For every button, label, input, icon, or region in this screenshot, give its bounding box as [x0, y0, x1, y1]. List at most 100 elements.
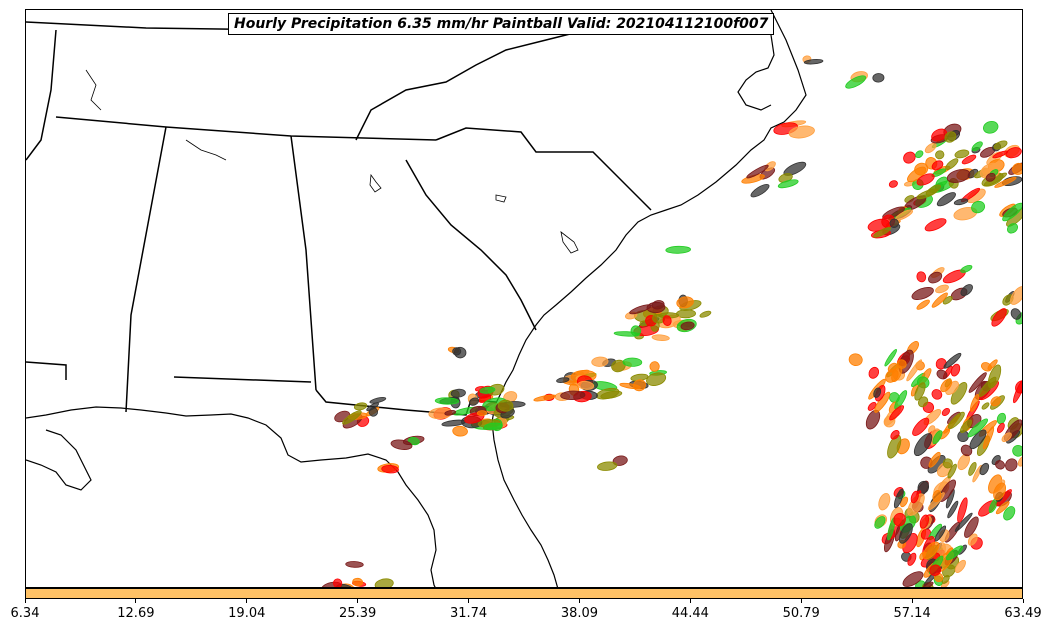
precip-blob: [884, 348, 897, 367]
al-ms-border: [125, 126, 167, 413]
precip-blob: [353, 402, 368, 411]
precip-blob: [945, 158, 959, 170]
precip-blob: [964, 516, 979, 538]
precip-blob: [1010, 286, 1022, 305]
precip-blob: [932, 490, 942, 503]
colorbar-tick: [800, 599, 802, 603]
precip-blob: [922, 581, 934, 587]
precip-blob: [993, 482, 1007, 501]
precip-blob: [381, 464, 399, 474]
colorbar-tick-label: 63.49: [1004, 606, 1042, 621]
precip-blob: [942, 295, 953, 305]
precip-blob: [960, 284, 973, 297]
precip-blob: [597, 461, 618, 471]
precip-blob: [916, 173, 935, 186]
colorbar-tick: [24, 599, 26, 603]
precip-blob: [931, 292, 948, 308]
precip-blob: [928, 451, 941, 468]
coastlines: [26, 10, 807, 587]
precip-blob: [345, 561, 364, 568]
precip-blob: [342, 410, 362, 425]
precip-blob: [1005, 458, 1018, 472]
precip-blob: [935, 284, 949, 294]
precip-blob: [947, 500, 959, 519]
colorbar-tick: [468, 599, 470, 603]
lake-d: [185, 139, 227, 161]
precip-blob: [983, 120, 999, 134]
precip-blob: [907, 552, 917, 566]
precip-blob: [651, 334, 670, 341]
precip-blob: [947, 411, 965, 430]
precip-blob: [947, 463, 957, 479]
precip-blob: [994, 176, 1017, 188]
precip-blob: [888, 180, 898, 188]
precip-blob: [914, 382, 926, 401]
precip-blob: [622, 357, 643, 367]
precip-blob: [444, 410, 457, 416]
precip-blob: [890, 430, 900, 440]
precip-blob: [591, 356, 609, 367]
precip-blob: [450, 388, 466, 398]
precip-blob: [946, 169, 971, 183]
va-border: [355, 29, 587, 141]
precip-blob: [967, 418, 989, 438]
colorbar-tick: [911, 599, 913, 603]
precip-blob: [533, 394, 556, 402]
colorbar-tick-label: 57.14: [893, 606, 931, 621]
precip-blob: [932, 430, 943, 445]
precip-blob: [649, 361, 660, 372]
precip-blob: [873, 226, 892, 238]
chesapeake-coast: [737, 19, 775, 111]
lake-a: [369, 173, 382, 193]
precip-blob: [979, 462, 990, 476]
colorbar-tick: [1022, 599, 1024, 603]
precip-blob: [476, 410, 488, 417]
precip-blob: [1001, 432, 1012, 443]
precip-blob: [953, 198, 969, 206]
precip-blob: [993, 140, 1008, 150]
precip-blob: [945, 545, 964, 561]
precip-blob: [352, 577, 364, 587]
precip-blob: [646, 372, 667, 386]
colorbar-tick: [689, 599, 691, 603]
colorbar-tick-label: 6.34: [10, 606, 40, 621]
precip-blob: [893, 488, 904, 509]
colorbar-tick-label: 25.39: [339, 606, 377, 621]
precip-blob: [911, 287, 934, 300]
precip-blob: [619, 382, 641, 390]
precip-blob: [942, 458, 953, 469]
precip-blob: [699, 310, 712, 318]
precip-blob: [746, 164, 769, 179]
precip-blob: [893, 512, 906, 527]
precip-blob: [434, 397, 460, 405]
precip-blob: [931, 128, 948, 142]
precip-blob: [1005, 147, 1022, 159]
precip-blob: [960, 264, 973, 273]
precip-blob: [912, 417, 930, 436]
precip-blob: [922, 541, 940, 560]
ky-tn-border: [26, 29, 57, 161]
colorbar-tick-label: 31.74: [449, 606, 488, 621]
precip-blob: [913, 433, 933, 457]
precip-blob: [968, 461, 977, 476]
precip-blob: [848, 353, 863, 367]
precip-blob: [662, 315, 672, 326]
precip-blob: [560, 390, 586, 401]
precip-blob: [368, 407, 379, 417]
precip-blob: [1002, 202, 1022, 222]
precip-blob: [497, 399, 514, 412]
colorbar-tick-label: 12.69: [117, 606, 155, 621]
precip-blob: [1017, 455, 1022, 467]
precip-blob: [374, 578, 394, 587]
ga-sc-border: [405, 159, 537, 331]
colorbar-tick: [357, 599, 359, 603]
precip-blob: [915, 150, 924, 159]
atlantic-coastline: [491, 10, 807, 587]
colorbar-tick-label: 44.44: [671, 606, 709, 621]
map-title: Hourly Precipitation 6.35 mm/hr Paintbal…: [228, 13, 775, 35]
precip-blob: [1015, 380, 1022, 394]
state-borders: [26, 21, 772, 416]
colorbar-tick: [246, 599, 248, 603]
precip-blob: [924, 142, 937, 154]
precip-blob: [914, 162, 929, 176]
